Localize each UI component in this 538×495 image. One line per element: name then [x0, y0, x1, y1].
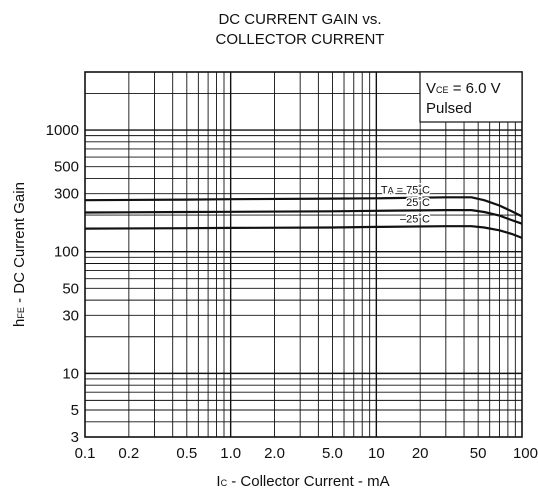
y-tick-label: 5 [71, 402, 79, 419]
x-tick-label: 0.5 [176, 445, 197, 462]
chart-title: DC CURRENT GAIN vs. COLLECTOR CURRENT [216, 11, 385, 48]
plot-frame [84, 71, 523, 438]
y-tick-label: 1000 [46, 122, 79, 139]
y-tick-label: 300 [54, 186, 79, 203]
x-tick-label: 0.1 [75, 445, 96, 462]
series-line-0 [84, 196, 523, 218]
series-line-2 [84, 225, 523, 239]
y-tick-label: 30 [62, 307, 79, 324]
x-tick-label: 50 [470, 445, 487, 462]
x-axis-ticks: 0.1 0.2 0.5 1.0 2.0 5.0 10 20 50 100 [75, 445, 538, 462]
chart-title-line-2: COLLECTOR CURRENT [216, 31, 385, 48]
legend-box-frame [419, 71, 523, 123]
y-axis-label: hFE - DC Current Gain [11, 182, 28, 327]
x-tick-label: 5.0 [322, 445, 343, 462]
series-label-1: 25˚C [406, 197, 430, 209]
chart-legend-box: VCE = 6.0 V Pulsed [419, 71, 523, 123]
y-tick-label: 10 [62, 365, 79, 382]
y-tick-label: 3 [71, 429, 79, 446]
y-axis-ticks: 3 5 10 30 50 100 300 500 1000 [46, 122, 79, 446]
chart-grid [85, 72, 522, 437]
x-tick-label: 100 [513, 445, 538, 462]
legend-pulsed-text: Pulsed [426, 100, 472, 117]
x-axis-label: IC - Collector Current - mA [216, 473, 389, 490]
legend-vce-text: VCE = 6.0 V [426, 80, 501, 97]
chart-title-line-1: DC CURRENT GAIN vs. [218, 11, 381, 28]
chart-series: TA = 75˚C25˚C –25˚C [84, 183, 523, 239]
x-tick-label: 20 [412, 445, 429, 462]
y-tick-label: 100 [54, 244, 79, 261]
x-tick-label: 10 [368, 445, 385, 462]
y-tick-label: 50 [62, 280, 79, 297]
x-tick-label: 2.0 [264, 445, 285, 462]
series-label-2: –25˚C [400, 213, 430, 225]
series-line-1 [84, 209, 523, 225]
x-tick-label: 0.2 [118, 445, 139, 462]
y-tick-label: 500 [54, 159, 79, 176]
series-label-0: TA = 75˚C [381, 185, 430, 197]
x-tick-label: 1.0 [220, 445, 241, 462]
